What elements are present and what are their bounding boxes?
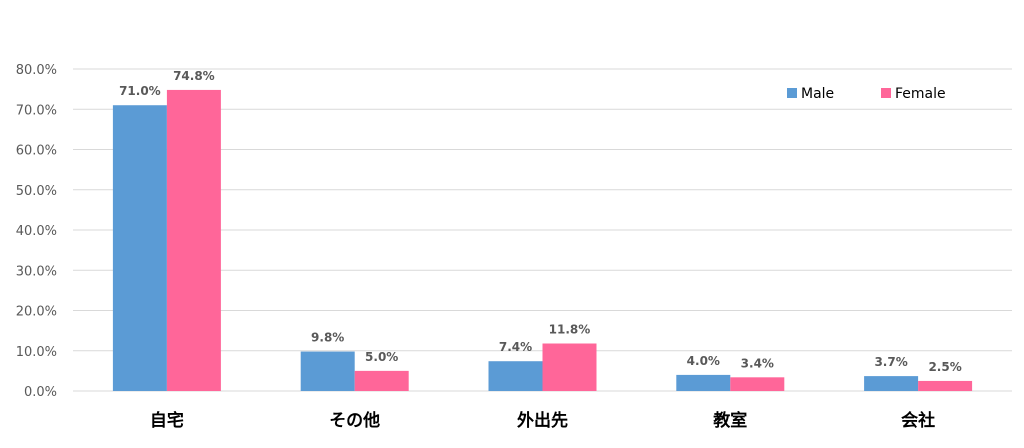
legend-label-male: Male [801,86,834,102]
legend-swatch-female [881,88,891,98]
data-label-female: 2.5% [928,360,961,374]
bar-male [488,361,543,391]
bar-female [542,343,597,391]
legend-label-female: Female [895,86,946,102]
data-label-female: 74.8% [173,69,215,83]
data-label-female: 3.4% [741,356,774,370]
data-label-male: 71.0% [119,84,161,98]
y-tick-label: 30.0% [16,264,57,279]
category-labels: 自宅 その他 外出先 教室 会社 [150,410,935,431]
legend-swatch-male [787,88,797,98]
category-label: その他 [329,410,380,431]
y-tick-label: 70.0% [16,103,57,118]
y-axis-ticks: 0.0% 10.0% 20.0% 30.0% 40.0% 50.0% 60.0% 70.0% 8… [16,63,57,400]
y-tick-label: 0.0% [24,385,57,400]
gridlines [73,68,1012,392]
y-tick-label: 10.0% [16,345,57,360]
bar-female [354,370,409,391]
data-label-male: 3.7% [874,355,907,369]
data-label-female: 5.0% [365,350,398,364]
category-label: 教室 [712,410,747,431]
category-label: 会社 [901,410,935,431]
y-tick-label: 60.0% [16,144,57,159]
category-label: 自宅 [150,410,184,431]
bar-male [864,376,919,391]
y-tick-label: 20.0% [16,305,57,320]
data-labels: 71.0% 74.8% 9.8% 5.0% 7.4% 11.8% 4.0% 3.4% 3.7% 2… [119,69,962,374]
category-label: 外出先 [517,410,568,431]
y-tick-label: 40.0% [16,224,57,239]
y-tick-label: 50.0% [16,184,57,199]
bar-male [300,351,355,391]
bar-male [112,105,167,391]
bar-female [166,89,221,392]
data-label-male: 4.0% [687,354,720,368]
legend: Male Female [787,86,946,102]
bar-male [676,374,731,391]
bar-female [730,377,785,391]
bar-female [918,380,973,391]
data-label-female: 11.8% [549,323,591,337]
bars [112,89,973,392]
data-label-male: 9.8% [311,331,344,345]
data-label-male: 7.4% [499,340,532,354]
y-tick-label: 80.0% [16,63,57,78]
